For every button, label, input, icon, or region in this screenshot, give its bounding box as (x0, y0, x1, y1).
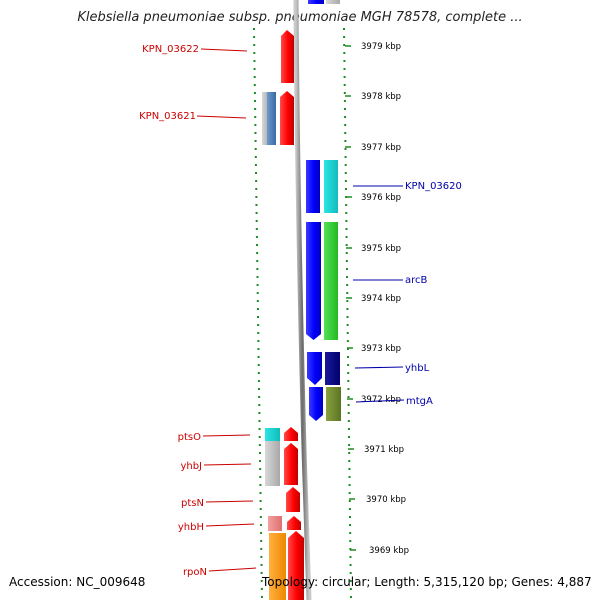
gene-ptsO[interactable] (284, 427, 298, 441)
gene-label-yhbH[interactable]: yhbH (178, 522, 204, 533)
gene-yhbL[interactable] (307, 352, 322, 385)
gene-ptsN[interactable] (286, 487, 300, 512)
gene-label-KPN_03620[interactable]: KPN_03620 (405, 181, 462, 192)
gene-fragment-grey[interactable] (326, 0, 340, 4)
ruler-label: 3972 kbp (361, 395, 401, 405)
ruler-label: 3974 kbp (361, 294, 401, 304)
gene-yhbJ-grey[interactable] (265, 441, 280, 486)
gene-rpoN[interactable] (288, 531, 304, 600)
leader-yhbH (205, 523, 255, 527)
accession-text: Accession: NC_009648 (9, 575, 146, 589)
leader-rpoN (208, 567, 257, 572)
ruler-label: 3970 kbp (366, 495, 406, 505)
gene-yhbL-navy[interactable] (325, 352, 340, 385)
ruler-label: 3969 kbp (369, 546, 409, 556)
gene-label-KPN_03621[interactable]: KPN_03621 (139, 111, 196, 122)
leader-yhbJ (203, 463, 252, 466)
leader-KPN_03622 (200, 48, 248, 52)
leader-ptsN (205, 500, 254, 503)
gene-label-yhbJ[interactable]: yhbJ (180, 461, 202, 472)
leader-yhbL (354, 366, 404, 369)
ruler-label: 3973 kbp (361, 344, 401, 354)
gene-KPN_03621-steel[interactable] (267, 92, 276, 145)
gene-mtgA[interactable] (309, 387, 323, 421)
gene-label-arcB[interactable]: arcB (405, 275, 428, 286)
gene-arcB[interactable] (306, 222, 321, 340)
gene-mtgA-olive[interactable] (326, 387, 341, 421)
ruler-label: 3971 kbp (364, 445, 404, 455)
gene-yhbH[interactable] (287, 516, 301, 530)
ruler-label: 3976 kbp (361, 193, 401, 203)
ruler-label: 3978 kbp (361, 92, 401, 102)
gene-label-mtgA[interactable]: mtgA (406, 396, 433, 407)
gene-label-ptsO[interactable]: ptsO (178, 432, 201, 443)
ruler-label: 3977 kbp (361, 143, 401, 153)
map-title: Klebsiella pneumoniae subsp. pneumoniae … (77, 10, 523, 25)
outer-dotted-ring (343, 27, 352, 600)
gene-label-ptsN[interactable]: ptsN (181, 498, 204, 509)
gene-grey-block[interactable] (262, 92, 269, 145)
ruler-label: 3975 kbp (361, 244, 401, 254)
leader-KPN_03621 (196, 115, 247, 119)
gene-rpoN-orange[interactable] (269, 533, 286, 600)
gene-label-rpoN[interactable]: rpoN (183, 567, 207, 578)
gene-yhbJ[interactable] (284, 443, 298, 485)
gene-yhbH-pink[interactable] (268, 516, 282, 531)
ruler-label: 3979 kbp (361, 42, 401, 52)
genome-summary-text: Topology: circular; Length: 5,315,120 bp… (262, 575, 592, 589)
gene-KPN_03622[interactable] (281, 30, 294, 83)
gene-ptsO-cyan[interactable] (265, 428, 280, 441)
inner-dotted-ring (253, 27, 263, 600)
gene-KPN_03620[interactable] (306, 160, 320, 213)
leader-mtgA (355, 399, 405, 403)
gene-fragment-blue[interactable] (308, 0, 324, 4)
genome-backbone (293, 0, 312, 600)
gene-label-KPN_03622[interactable]: KPN_03622 (142, 44, 199, 55)
leader-ptsO (202, 434, 251, 437)
gene-KPN_03621[interactable] (280, 91, 294, 145)
gene-label-yhbL[interactable]: yhbL (405, 363, 430, 374)
gene-arcB-green[interactable] (324, 222, 338, 340)
gene-KPN_03620-cyan[interactable] (324, 160, 338, 213)
